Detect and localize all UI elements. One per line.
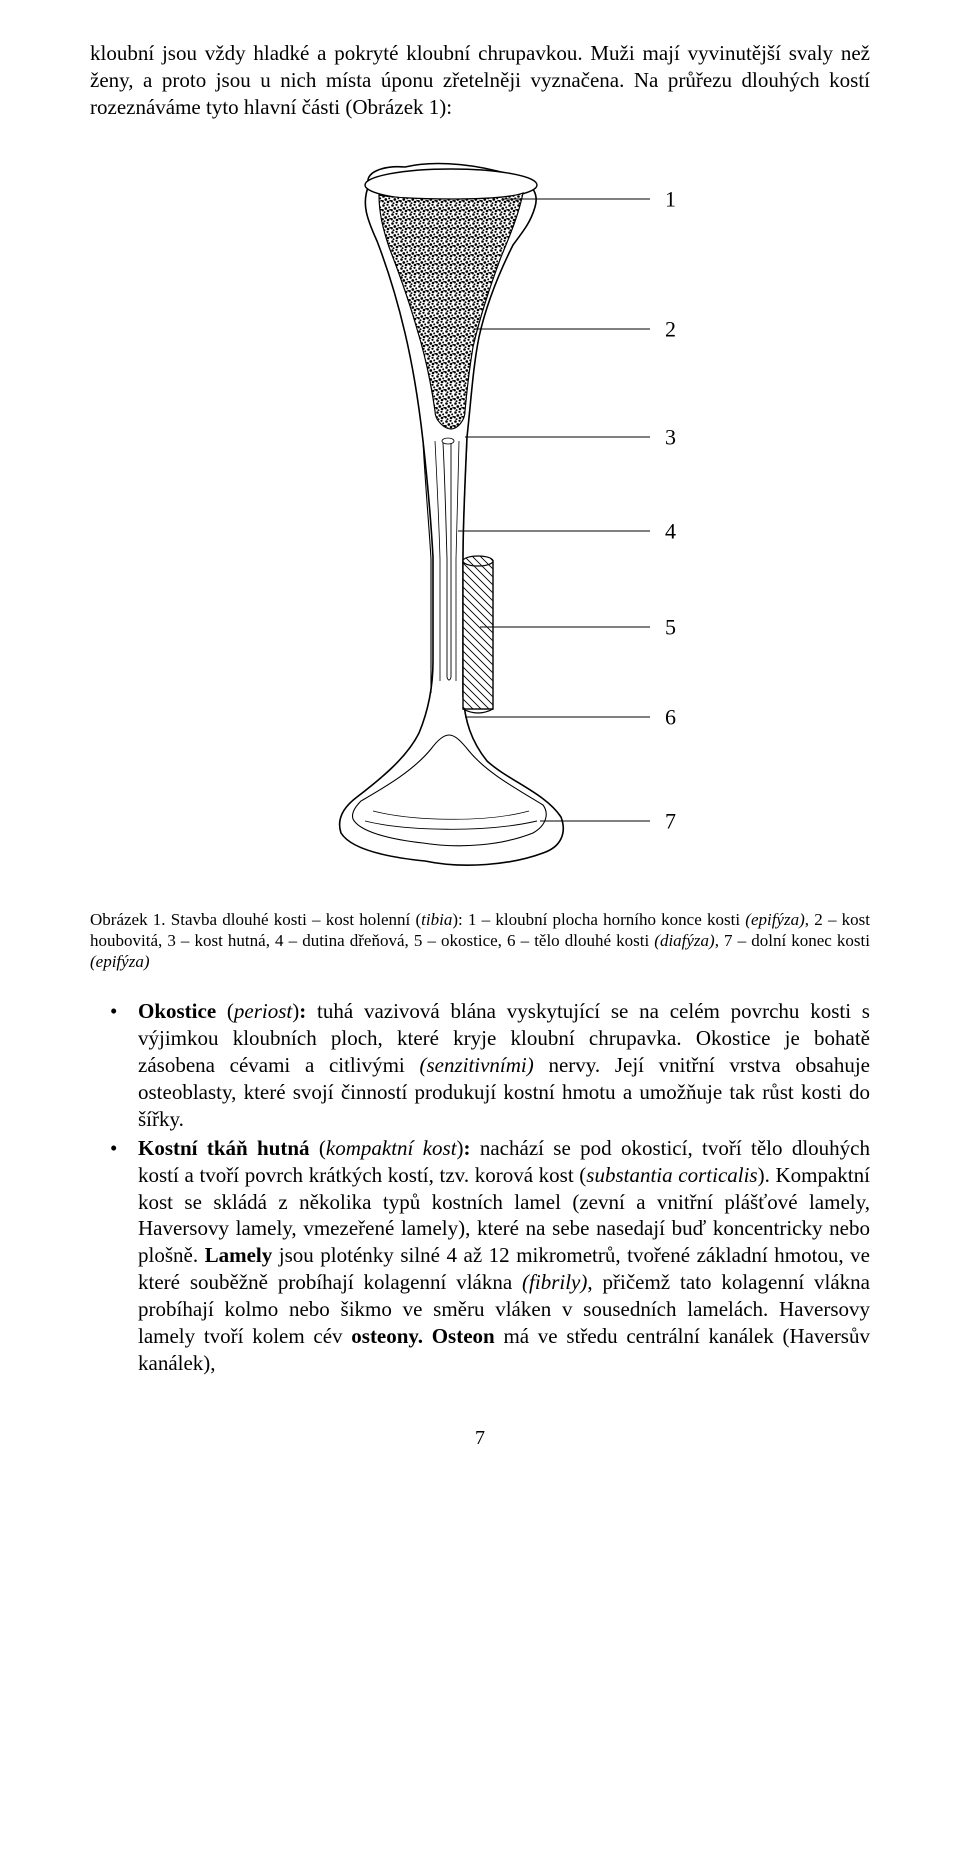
figure-label-7: 7 (665, 808, 676, 833)
bullet-kostni-tkan-hutna: Kostní tkáň hutná (kompaktní kost): nach… (138, 1135, 870, 1377)
intro-paragraph: kloubní jsou vždy hladké a pokryté kloub… (90, 40, 870, 121)
definitions-list: Okostice (periost): tuhá vazivová blána … (90, 998, 870, 1376)
figure-label-5: 5 (665, 614, 676, 639)
figure-label-4: 4 (665, 518, 676, 543)
page-number: 7 (90, 1427, 870, 1450)
periosteum-sleeve (463, 556, 493, 713)
figure-label-3: 3 (665, 424, 676, 449)
figure-1-caption: Obrázek 1. Stavba dlouhé kosti – kost ho… (90, 909, 870, 973)
figure-label-6: 6 (665, 704, 676, 729)
figure-label-2: 2 (665, 316, 676, 341)
figure-1-bone-diagram: 1 2 3 4 5 6 7 (90, 141, 870, 881)
bullet-okostice: Okostice (periost): tuhá vazivová blána … (138, 998, 870, 1132)
figure-label-1: 1 (665, 186, 676, 211)
